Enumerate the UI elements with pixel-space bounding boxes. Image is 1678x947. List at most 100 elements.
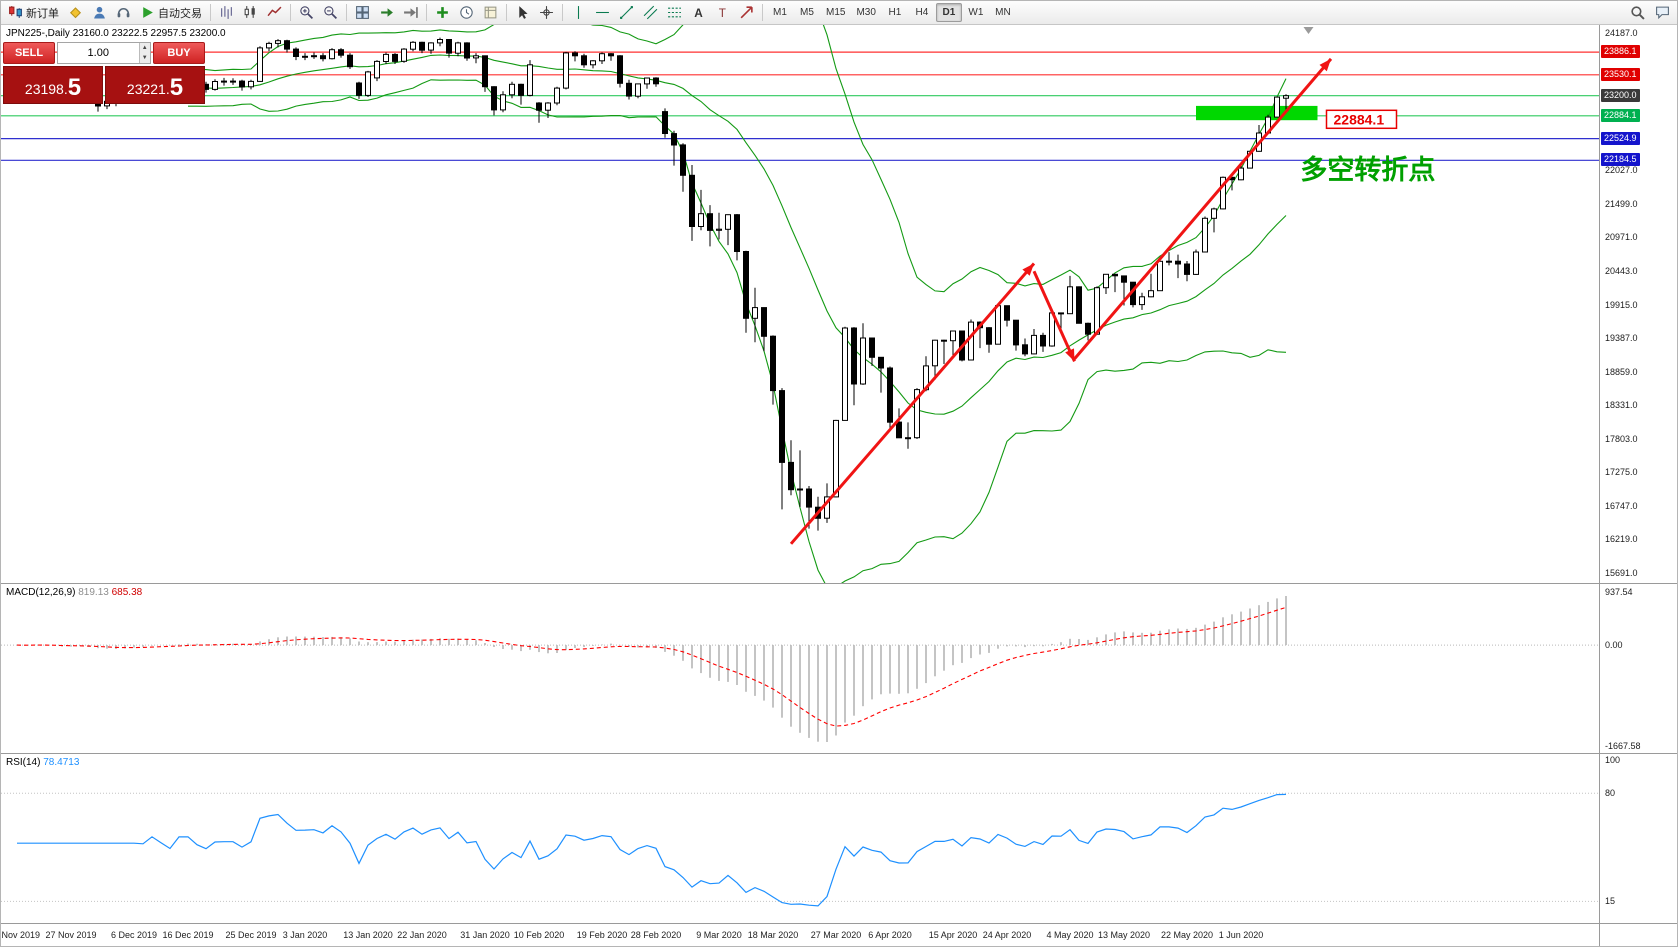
line-chart-button[interactable] bbox=[263, 3, 286, 23]
volume-spinner: ▲ ▼ bbox=[138, 43, 150, 63]
rsi-panel: RSI(14) 78.4713 bbox=[1, 753, 1599, 923]
sell-price-display[interactable]: 23198. 5 bbox=[3, 66, 103, 104]
fibonacci-button[interactable] bbox=[663, 3, 686, 23]
timeframe-w1[interactable]: W1 bbox=[963, 3, 989, 22]
date-tick-label: 27 Nov 2019 bbox=[45, 930, 97, 940]
tile-windows-icon bbox=[355, 5, 370, 20]
trendline-icon bbox=[619, 5, 634, 20]
rsi-axis-label: 15 bbox=[1605, 896, 1616, 906]
main-chart-canvas[interactable]: 22884.1 多空转折点 bbox=[1, 25, 1599, 583]
macd-value-main: 819.13 bbox=[78, 587, 109, 598]
rsi-value: 78.4713 bbox=[43, 757, 80, 768]
price-axis-label: 20971.0 bbox=[1605, 232, 1638, 242]
buy-price-display[interactable]: 23221. 5 bbox=[105, 66, 205, 104]
new-order-icon bbox=[8, 5, 23, 20]
price-axis-label: 20443.0 bbox=[1605, 266, 1638, 276]
text-t-icon: T bbox=[715, 5, 730, 20]
price-axis-label: 17275.0 bbox=[1605, 467, 1638, 477]
date-tick-label: 8 Nov 2019 bbox=[1, 930, 41, 940]
timeframe-m30[interactable]: M30 bbox=[851, 3, 880, 22]
chart-shift-marker bbox=[1303, 27, 1314, 34]
date-axis[interactable]: 8 Nov 2019 27 Nov 2019 6 Dec 2019 16 Dec 20… bbox=[1, 923, 1599, 946]
buy-button[interactable]: BUY bbox=[153, 42, 205, 64]
date-tick-label: 28 Feb 2020 bbox=[630, 930, 682, 940]
new-order-label: 新订单 bbox=[26, 7, 59, 20]
timeframe-d1[interactable]: D1 bbox=[935, 3, 962, 22]
buy-price-main: 23221. bbox=[126, 81, 170, 97]
auto-scroll-button[interactable] bbox=[375, 3, 398, 23]
timeframe-m15[interactable]: M15 bbox=[821, 3, 850, 22]
fibonacci-icon bbox=[667, 5, 682, 20]
zoom-out-button[interactable] bbox=[319, 3, 342, 23]
date-tick-label: 19 Feb 2020 bbox=[576, 930, 628, 940]
crosshair-icon bbox=[539, 5, 554, 20]
zoom-in-button[interactable] bbox=[295, 3, 318, 23]
volume-input[interactable] bbox=[58, 43, 139, 63]
headset-button[interactable] bbox=[112, 3, 135, 23]
price-axis-label: 24187.0 bbox=[1605, 28, 1638, 38]
clock-icon bbox=[459, 5, 474, 20]
date-tick-label: 3 Jan 2020 bbox=[282, 930, 328, 940]
timeframe-m1[interactable]: M1 bbox=[767, 3, 793, 22]
highlight-rect-annotation bbox=[1196, 105, 1318, 121]
horizontal-line-button[interactable] bbox=[591, 3, 614, 23]
timeframe-h4[interactable]: H4 bbox=[909, 3, 935, 22]
macd-axis: 937.54 0.00 -1667.58 bbox=[1600, 583, 1677, 753]
templates-button[interactable] bbox=[479, 3, 502, 23]
volume-increase-button[interactable]: ▲ bbox=[139, 43, 150, 53]
price-axis-label: 18331.0 bbox=[1605, 400, 1638, 410]
headset-icon bbox=[116, 5, 131, 20]
date-tick-label: 9 Mar 2020 bbox=[696, 930, 742, 940]
price-axis-label: 17803.0 bbox=[1605, 434, 1638, 444]
crosshair-button[interactable] bbox=[535, 3, 558, 23]
macd-axis-label: 0.00 bbox=[1605, 640, 1623, 650]
new-order-button[interactable]: 新订单 bbox=[4, 3, 63, 23]
periods-button[interactable] bbox=[455, 3, 478, 23]
text-button[interactable]: A bbox=[687, 3, 710, 23]
trendline-button[interactable] bbox=[615, 3, 638, 23]
price-axis-main[interactable]: 24187.0 22027.0 21499.0 20971.0 20443.0 19915… bbox=[1600, 25, 1677, 583]
timeframe-h1[interactable]: H1 bbox=[882, 3, 908, 22]
timeframe-mn[interactable]: MN bbox=[990, 3, 1016, 22]
indicators-button[interactable] bbox=[431, 3, 454, 23]
chart-shift-button[interactable] bbox=[399, 3, 422, 23]
macd-canvas[interactable] bbox=[1, 584, 1599, 754]
channel-button[interactable] bbox=[639, 3, 662, 23]
rsi-canvas[interactable] bbox=[1, 754, 1599, 924]
hlines-group bbox=[1, 51, 1599, 161]
volume-control: ▲ ▼ bbox=[57, 42, 151, 64]
date-tick-label: 4 May 2020 bbox=[1046, 930, 1094, 940]
timeframe-m5[interactable]: M5 bbox=[794, 3, 820, 22]
bar-chart-button[interactable] bbox=[215, 3, 238, 23]
date-tick-label: 13 May 2020 bbox=[1097, 930, 1151, 940]
sell-button[interactable]: SELL bbox=[3, 42, 55, 64]
cursor-icon bbox=[515, 5, 530, 20]
date-tick-label: 16 Dec 2019 bbox=[162, 930, 214, 940]
play-icon bbox=[140, 5, 155, 20]
chat-button[interactable] bbox=[1651, 3, 1674, 23]
price-label-annotation: 22884.1 bbox=[1325, 109, 1398, 130]
text-label-button[interactable]: T bbox=[711, 3, 734, 23]
price-axis-label: 18859.0 bbox=[1605, 367, 1638, 377]
date-tick-label: 1 Jun 2020 bbox=[1218, 930, 1264, 940]
profile-button[interactable] bbox=[88, 3, 111, 23]
autotrading-button[interactable]: 自动交易 bbox=[136, 3, 206, 23]
vertical-line-icon bbox=[571, 5, 586, 20]
toolbar-separator bbox=[562, 4, 563, 21]
date-tick-label: 25 Dec 2019 bbox=[225, 930, 277, 940]
price-tag: 22884.1 bbox=[1601, 109, 1640, 122]
metaeditor-button[interactable] bbox=[64, 3, 87, 23]
cursor-button[interactable] bbox=[511, 3, 534, 23]
axis-corner bbox=[1600, 923, 1677, 946]
search-button[interactable] bbox=[1626, 3, 1649, 23]
volume-decrease-button[interactable]: ▼ bbox=[139, 53, 150, 63]
tile-windows-button[interactable] bbox=[351, 3, 374, 23]
date-tick-label: 31 Jan 2020 bbox=[460, 930, 510, 940]
vertical-line-button[interactable] bbox=[567, 3, 590, 23]
arrows-button[interactable] bbox=[735, 3, 758, 23]
candlestick-chart-button[interactable] bbox=[239, 3, 262, 23]
macd-panel: MACD(12,26,9) 819.13 685.38 bbox=[1, 583, 1599, 753]
price-axis-label: 19387.0 bbox=[1605, 333, 1638, 343]
macd-axis-label: 937.54 bbox=[1605, 587, 1633, 597]
